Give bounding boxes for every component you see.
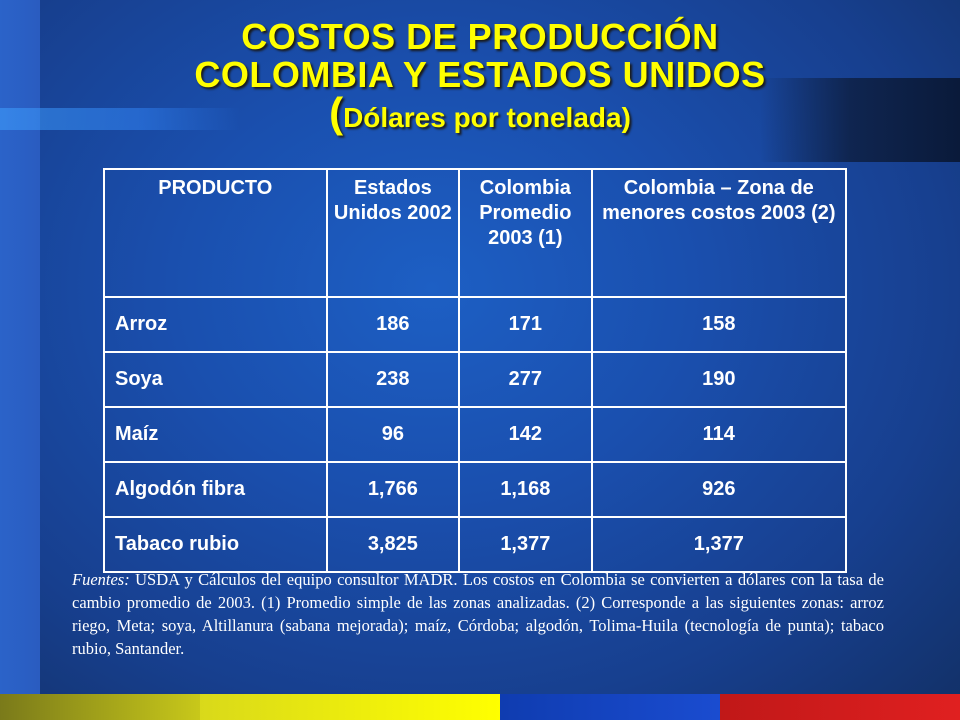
table-row: Arroz 186 171 158 xyxy=(103,296,848,353)
cell-value: 3,825 xyxy=(325,516,461,573)
cell-value: 1,377 xyxy=(458,516,593,573)
cell-value: 142 xyxy=(458,406,593,463)
table-row: Soya 238 277 190 xyxy=(103,351,848,408)
right-shadow-block xyxy=(760,78,960,162)
title-line-1: COSTOS DE PRODUCCIÓN xyxy=(241,16,719,57)
cell-value: 190 xyxy=(590,351,848,408)
title-line-2: COLOMBIA Y ESTADOS UNIDOS xyxy=(194,54,766,95)
header-estados-unidos: Estados Unidos 2002 xyxy=(325,168,461,298)
title-paren: ( xyxy=(329,89,344,136)
cell-value: 1,766 xyxy=(325,461,461,518)
header-colombia-promedio: Colombia Promedio 2003 (1) xyxy=(458,168,593,298)
header-producto: PRODUCTO xyxy=(103,168,328,298)
title-line-3: (Dólares por tonelada) xyxy=(0,92,960,142)
cell-value: 926 xyxy=(590,461,848,518)
bar-segment-blue xyxy=(500,694,720,720)
cell-value: 1,168 xyxy=(458,461,593,518)
cell-product: Soya xyxy=(103,351,328,408)
cell-value: 277 xyxy=(458,351,593,408)
slide-title: COSTOS DE PRODUCCIÓN COLOMBIA Y ESTADOS … xyxy=(0,18,960,142)
table-row: Maíz 96 142 114 xyxy=(103,406,848,463)
cell-product: Tabaco rubio xyxy=(103,516,328,573)
cell-product: Algodón fibra xyxy=(103,461,328,518)
cell-value: 96 xyxy=(325,406,461,463)
table-header-row: PRODUCTO Estados Unidos 2002 Colombia Pr… xyxy=(103,168,848,298)
bar-segment-red xyxy=(720,694,960,720)
cell-product: Maíz xyxy=(103,406,328,463)
title-subtitle: Dólares por tonelada) xyxy=(343,102,631,133)
cell-product: Arroz xyxy=(103,296,328,353)
cell-value: 186 xyxy=(325,296,461,353)
bottom-color-bar xyxy=(0,694,960,720)
bar-segment-olive xyxy=(0,694,200,720)
cell-value: 1,377 xyxy=(590,516,848,573)
bar-segment-yellow xyxy=(200,694,500,720)
cell-value: 238 xyxy=(325,351,461,408)
cell-value: 158 xyxy=(590,296,848,353)
sources-footnote: Fuentes: USDA y Cálculos del equipo cons… xyxy=(72,568,884,660)
cell-value: 171 xyxy=(458,296,593,353)
header-colombia-zona: Colombia – Zona de menores costos 2003 (… xyxy=(590,168,848,298)
table-row: Algodón fibra 1,766 1,168 926 xyxy=(103,461,848,518)
costs-table: PRODUCTO Estados Unidos 2002 Colombia Pr… xyxy=(103,168,848,573)
table-row: Tabaco rubio 3,825 1,377 1,377 xyxy=(103,516,848,573)
top-accent-stripe xyxy=(0,108,240,130)
sources-label: Fuentes: xyxy=(72,570,130,589)
cell-value: 114 xyxy=(590,406,848,463)
sources-text: USDA y Cálculos del equipo consultor MAD… xyxy=(72,570,884,658)
